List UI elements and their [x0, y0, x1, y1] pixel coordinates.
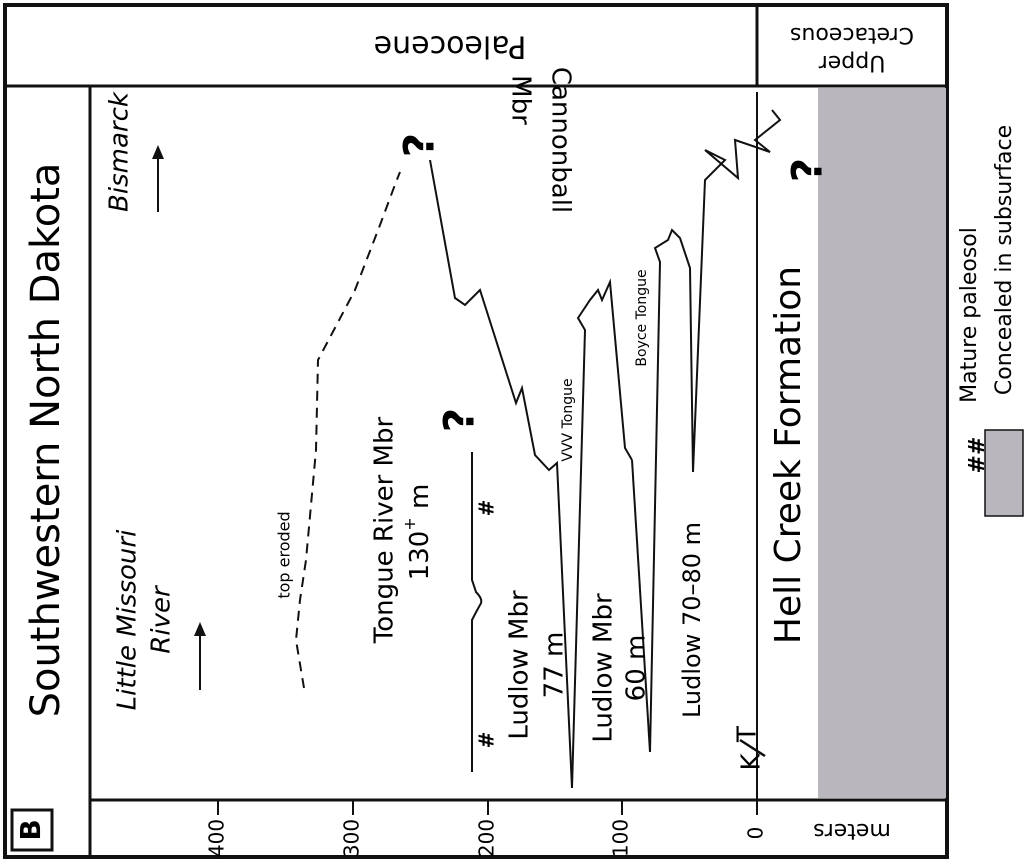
label-ludlow60-line1: Ludlow Mbr [589, 593, 619, 743]
arrow-bismarck [152, 145, 164, 212]
age-upper-cretaceous-line1: Upper [818, 50, 886, 75]
boyce-tongue-wedge [649, 228, 694, 753]
kt-label-t: T [733, 726, 763, 743]
label-top-eroded: top eroded [275, 511, 294, 598]
question-mark-paleosol: ? [435, 408, 484, 432]
concealed-band [818, 88, 946, 798]
legend-concealed-label: Concealed in subsurface [992, 125, 1017, 395]
label-tongue-river-line2: 130+ m [400, 484, 435, 581]
kt-label-k: K [737, 753, 767, 771]
panel-label-box [10, 808, 54, 852]
label-ludlow77-line1: Ludlow Mbr [505, 590, 535, 740]
arrow-little-missouri [194, 622, 206, 690]
ludlow60-base [631, 459, 651, 753]
kt-slash [739, 738, 766, 758]
outer-frame [3, 3, 949, 859]
axis-tick-label-100: 100 [609, 819, 633, 857]
label-hell-creek: Hell Creek Formation [768, 266, 809, 644]
label-vvv-tongue: VVV Tongue [560, 378, 576, 461]
axis-tick-label-0: 0 [744, 827, 768, 840]
top-eroded-dashed-line [294, 171, 401, 689]
age-paleocene: Paleocene [374, 29, 527, 64]
label-ludlow77-line2: 77 m [540, 632, 570, 699]
label-cannonball-line1: Cannonball [546, 67, 576, 213]
label-cannonball-line2: Mbr [506, 75, 536, 125]
locality-little-missouri-line1: Little Missouri [113, 529, 143, 710]
axis-tick-label-200: 200 [475, 819, 499, 857]
legend: ## Mature paleosol Concealed in subsurfa… [957, 125, 1024, 517]
legend-concealed-swatch [984, 429, 1024, 517]
label-ludlow60-line2: 60 m [622, 635, 652, 702]
tongue-river-boundary [429, 159, 573, 789]
locality-little-missouri-line2: River [147, 584, 177, 654]
question-mark-cannonball: ? [395, 133, 444, 157]
meters-axis: meters 0 100 200 300 400 [205, 799, 891, 857]
axis-label: meters [813, 818, 891, 843]
label-ludlow7080: Ludlow 70–80 m [678, 522, 706, 718]
locality-bismarck: Bismarck [105, 91, 135, 212]
hell-creek-contact [692, 109, 782, 473]
paleosol-mark-lower: # [475, 732, 499, 749]
paleosol-mark-upper: # [475, 500, 499, 517]
age-upper-cretaceous-line2: Cretaceous [790, 22, 914, 47]
label-boyce-tongue: Boyce Tongue [634, 269, 650, 366]
panel-label: B [14, 819, 47, 840]
legend-paleosol-label: Mature paleosol [957, 227, 982, 403]
axis-tick-label-300: 300 [340, 819, 364, 857]
question-mark-hellcreek: ? [783, 158, 832, 182]
paleosol-line [471, 452, 483, 772]
vvv-tongue-wedge [571, 278, 633, 789]
region-title: Southwestern North Dakota [23, 163, 69, 718]
axis-tick-label-400: 400 [205, 819, 229, 857]
label-tongue-river-line1: Tongue River Mbr [370, 417, 400, 645]
